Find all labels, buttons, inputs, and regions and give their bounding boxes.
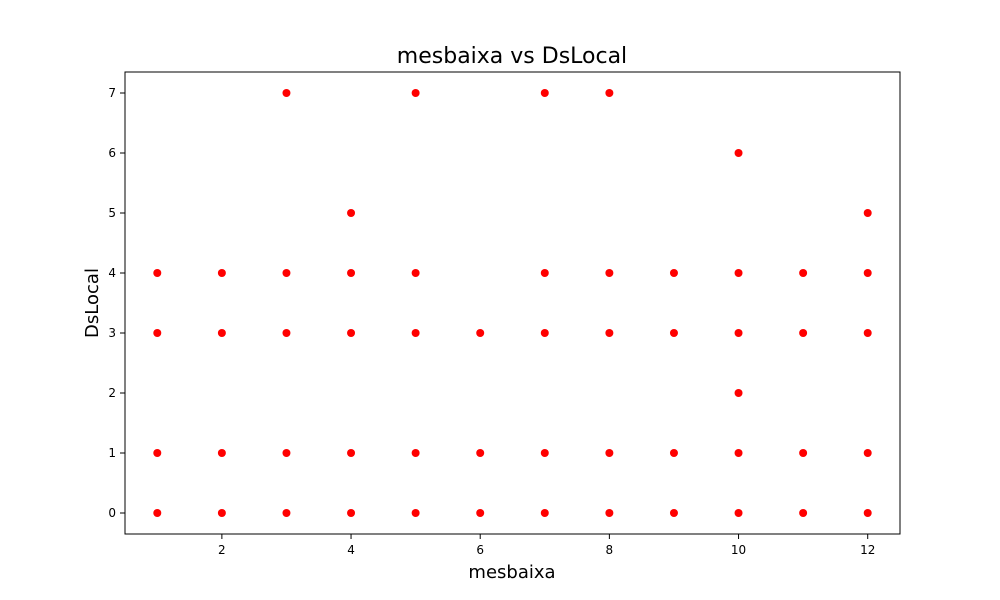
data-points	[153, 89, 872, 517]
scatter-point	[153, 329, 162, 337]
scatter-point	[605, 89, 614, 97]
scatter-point	[540, 509, 549, 517]
scatter-point	[799, 329, 808, 337]
y-tick-label: 2	[108, 386, 116, 400]
x-axis-ticks: 2 4 6 8 10 12	[218, 534, 875, 557]
scatter-point	[734, 149, 743, 157]
scatter-point	[734, 449, 743, 457]
y-tick-label: 3	[108, 326, 116, 340]
scatter-point	[734, 389, 743, 397]
scatter-point	[605, 329, 614, 337]
x-tick-label: 4	[347, 543, 355, 557]
scatter-point	[669, 269, 678, 277]
scatter-point	[669, 329, 678, 337]
y-tick-label: 1	[108, 446, 116, 460]
scatter-point	[476, 329, 485, 337]
scatter-point	[669, 509, 678, 517]
scatter-point	[540, 449, 549, 457]
scatter-point	[799, 269, 808, 277]
y-tick-label: 5	[108, 206, 116, 220]
scatter-point	[734, 509, 743, 517]
scatter-point	[282, 89, 291, 97]
scatter-point	[282, 329, 291, 337]
scatter-point	[540, 329, 549, 337]
scatter-point	[282, 269, 291, 277]
scatter-point	[863, 329, 872, 337]
y-axis-ticks: 0 1 2 3 4 5 6 7	[108, 86, 125, 520]
scatter-point	[799, 449, 808, 457]
chart-title: mesbaixa vs DsLocal	[397, 44, 627, 69]
x-tick-label: 10	[731, 543, 746, 557]
scatter-point	[411, 89, 420, 97]
scatter-point	[153, 449, 162, 457]
scatter-point	[347, 509, 356, 517]
scatter-point	[411, 509, 420, 517]
x-tick-label: 2	[218, 543, 226, 557]
y-axis-label: DsLocal	[82, 268, 103, 338]
scatter-point	[217, 449, 226, 457]
scatter-point	[411, 269, 420, 277]
y-tick-label: 6	[108, 146, 116, 160]
scatter-point	[217, 329, 226, 337]
scatter-point	[476, 449, 485, 457]
scatter-point	[605, 269, 614, 277]
scatter-point	[347, 329, 356, 337]
plot-area-frame	[124, 71, 901, 535]
scatter-point	[217, 269, 226, 277]
x-tick-label: 12	[860, 543, 875, 557]
scatter-point	[734, 269, 743, 277]
x-tick-label: 8	[606, 543, 614, 557]
scatter-point	[734, 329, 743, 337]
scatter-point	[863, 269, 872, 277]
scatter-point	[347, 449, 356, 457]
scatter-point	[540, 89, 549, 97]
scatter-point	[863, 509, 872, 517]
x-tick-label: 6	[476, 543, 484, 557]
scatter-point	[282, 509, 291, 517]
scatter-point	[669, 449, 678, 457]
scatter-point	[799, 509, 808, 517]
scatter-point	[605, 449, 614, 457]
scatter-point	[411, 329, 420, 337]
scatter-point	[347, 269, 356, 277]
scatter-point	[476, 509, 485, 517]
scatter-point	[540, 269, 549, 277]
scatter-point	[863, 449, 872, 457]
y-tick-label: 7	[108, 86, 116, 100]
scatter-point	[153, 509, 162, 517]
scatter-point	[605, 509, 614, 517]
scatter-point	[282, 449, 291, 457]
x-axis-label: mesbaixa	[468, 562, 555, 583]
scatter-point	[411, 449, 420, 457]
scatter-point	[217, 509, 226, 517]
scatter-point	[347, 209, 356, 217]
y-tick-label: 0	[108, 506, 116, 520]
scatter-point	[863, 209, 872, 217]
scatter-point	[153, 269, 162, 277]
y-tick-label: 4	[108, 266, 116, 280]
